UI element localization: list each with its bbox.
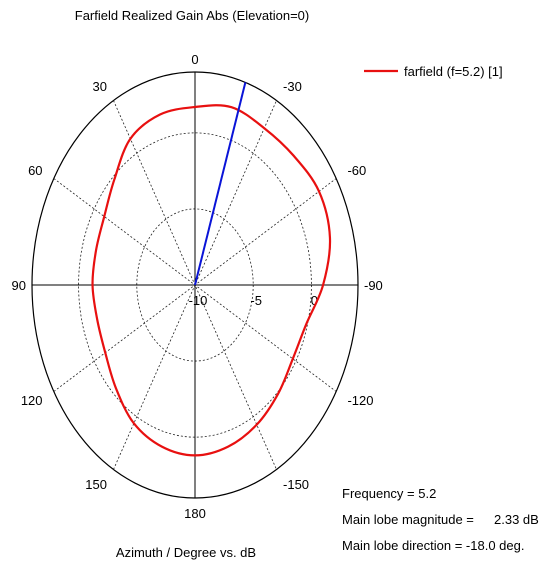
angle-tick-label: -120: [347, 393, 373, 408]
main-lobe-magnitude-value: 2.33 dB: [494, 512, 539, 527]
angle-tick-label: -60: [347, 163, 366, 178]
chart-title: Farfield Realized Gain Abs (Elevation=0): [75, 8, 309, 23]
angle-tick-label: 120: [21, 393, 43, 408]
main-lobe-direction-text: Main lobe direction = -18.0 deg.: [342, 538, 525, 553]
angle-tick-label: 90: [12, 278, 26, 293]
radial-tick-label: -10: [189, 293, 208, 308]
main-lobe-magnitude-label: Main lobe magnitude =: [342, 512, 474, 527]
legend: farfield (f=5.2) [1]: [364, 64, 503, 79]
angle-tick-label: 60: [28, 163, 42, 178]
angle-tick-label: -150: [283, 477, 309, 492]
legend-label: farfield (f=5.2) [1]: [404, 64, 503, 79]
angle-tick-label: 30: [93, 79, 107, 94]
angle-tick-labels: 0 -30 -60 -90 -120 -150 180 150 120 90 60 30: [12, 52, 383, 521]
angle-tick-label: 180: [184, 506, 206, 521]
radial-tick-labels: -10 -5 0: [189, 293, 318, 308]
frequency-text: Frequency = 5.2: [342, 486, 437, 501]
farfield-curve: [91, 104, 332, 457]
angle-tick-label: -30: [283, 79, 302, 94]
angle-tick-label: 150: [85, 477, 107, 492]
x-axis-label: Azimuth / Degree vs. dB: [116, 545, 256, 560]
angle-tick-label: 0: [191, 52, 198, 67]
main-lobe-line: [194, 82, 247, 286]
radial-tick-label: -5: [250, 293, 262, 308]
angle-tick-label: -90: [364, 278, 383, 293]
radial-tick-label: 0: [311, 293, 318, 308]
